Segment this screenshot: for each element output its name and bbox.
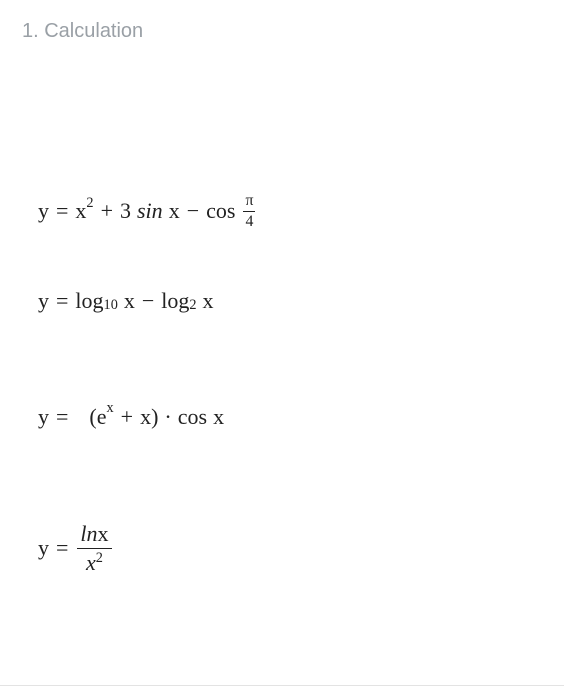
base-e: e [97, 404, 107, 430]
var-x: x [75, 198, 86, 224]
plus-op: + [101, 198, 113, 224]
coef-3: 3 [120, 198, 131, 224]
section-heading: 1. Calculation [0, 0, 564, 43]
equals-sign: = [56, 404, 68, 430]
fn-cos: cos [178, 404, 207, 430]
equation-2: y = log10 x − log2 x [38, 288, 564, 314]
lparen: ( [89, 404, 96, 430]
fn-ln: ln [80, 521, 97, 546]
lhs-y: y [38, 535, 49, 561]
frac-lnx-over-xsq: lnx x2 [77, 520, 111, 577]
fn-cos: cos [206, 198, 235, 224]
minus-op: − [142, 288, 154, 314]
equation-4: y = lnx x2 [38, 520, 564, 577]
lhs-y: y [38, 404, 49, 430]
equation-1: y = x2 + 3 sin x − cos π 4 [38, 193, 564, 230]
lhs-y: y [38, 198, 49, 224]
exponent-2: 2 [86, 195, 93, 212]
frac-den: x2 [83, 549, 106, 577]
inside-x: x [140, 404, 151, 430]
frac-num: lnx [77, 520, 111, 548]
arg-x: x [169, 198, 180, 224]
frac-pi-over-4: π 4 [243, 193, 255, 230]
lhs-y: y [38, 288, 49, 314]
arg-x: x [213, 404, 224, 430]
equals-sign: = [56, 198, 68, 224]
rparen: ) [151, 404, 158, 430]
equals-sign: = [56, 288, 68, 314]
den-exp-2: 2 [96, 550, 103, 566]
frac-num-pi: π [243, 193, 255, 211]
sub-10: 10 [104, 297, 118, 314]
cdot-op: · [164, 404, 171, 430]
equation-3: y = (ex + x) · cos x [38, 404, 564, 430]
arg-x: x [203, 288, 214, 314]
sub-2: 2 [189, 297, 196, 314]
num-arg-x: x [98, 521, 109, 546]
exp-x: x [107, 400, 114, 417]
bottom-divider [0, 685, 564, 686]
equals-sign: = [56, 535, 68, 561]
fn-log: log [161, 288, 189, 314]
fn-log: log [75, 288, 103, 314]
fn-sin: sin [137, 198, 163, 224]
minus-op: − [187, 198, 199, 224]
equation-list: y = x2 + 3 sin x − cos π 4 y = log10 x −… [0, 43, 564, 577]
den-base-x: x [86, 550, 96, 575]
plus-op: + [121, 404, 133, 430]
arg-x: x [124, 288, 135, 314]
frac-den-4: 4 [243, 212, 255, 230]
